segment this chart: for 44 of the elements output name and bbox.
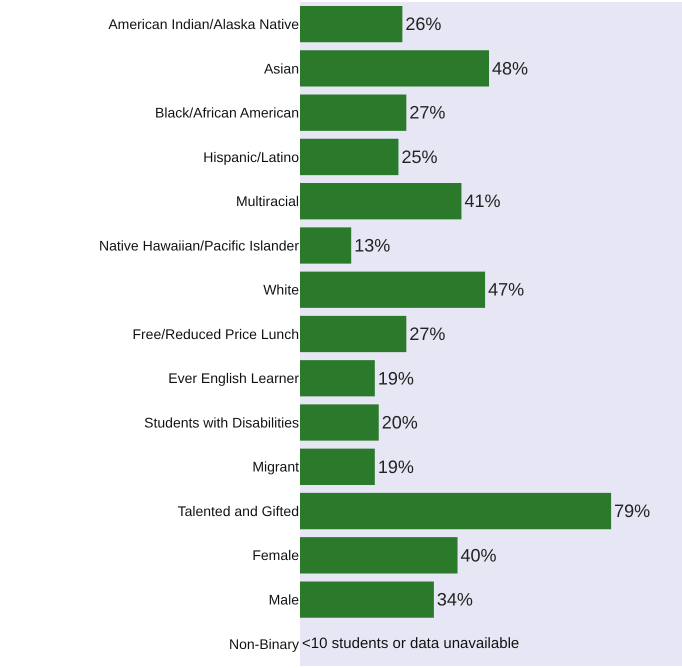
bar (300, 183, 462, 220)
data-label: 20% (382, 412, 418, 433)
y-tick-label: Migrant (252, 458, 300, 475)
bar (300, 316, 406, 352)
y-tick-label: Ever English Learner (168, 370, 300, 386)
y-tick-label: Female (252, 547, 300, 564)
annotation: <10 students or data unavailable (302, 635, 520, 652)
data-label: 25% (401, 146, 438, 167)
y-tick-label: White (263, 282, 300, 298)
bar (300, 404, 379, 441)
data-label: 19% (378, 456, 414, 477)
y-tick-label: American Indian/Alaska Native (108, 16, 300, 32)
y-tick-label: Free/Reduced Price Lunch (132, 326, 299, 342)
y-tick-label: Male (268, 592, 300, 608)
data-label: 34% (436, 590, 473, 610)
data-label: 40% (460, 545, 497, 566)
y-tick-label: Hispanic/Latino (203, 148, 300, 165)
bar (300, 537, 458, 574)
bar (300, 50, 490, 87)
y-tick-label: Multiracial (236, 193, 299, 210)
bar (300, 492, 612, 530)
bar (300, 360, 375, 396)
data-label: 47% (488, 280, 524, 300)
data-label: 27% (409, 324, 446, 344)
y-tick-label: Students with Disabilities (144, 414, 299, 430)
bar (300, 227, 352, 264)
y-tick-label: Black/African American (155, 104, 299, 121)
data-label: 48% (492, 58, 528, 78)
bar (300, 272, 486, 308)
data-label: 19% (378, 368, 414, 388)
data-label: 13% (354, 235, 390, 256)
bar (300, 138, 398, 176)
bar (300, 6, 402, 42)
data-label: 26% (405, 14, 442, 34)
y-tick-label: Asian (264, 60, 299, 76)
bar (300, 581, 434, 618)
y-tick-label: Talented and Gifted (178, 502, 299, 519)
bar (300, 448, 375, 485)
data-label: 79% (614, 501, 650, 522)
data-label: 41% (464, 191, 500, 212)
bar (300, 94, 406, 131)
y-tick-label: Non-Binary (228, 636, 299, 652)
y-tick-label: Native Hawaiian/Pacific Islander (99, 237, 300, 254)
data-label: 27% (409, 102, 446, 123)
